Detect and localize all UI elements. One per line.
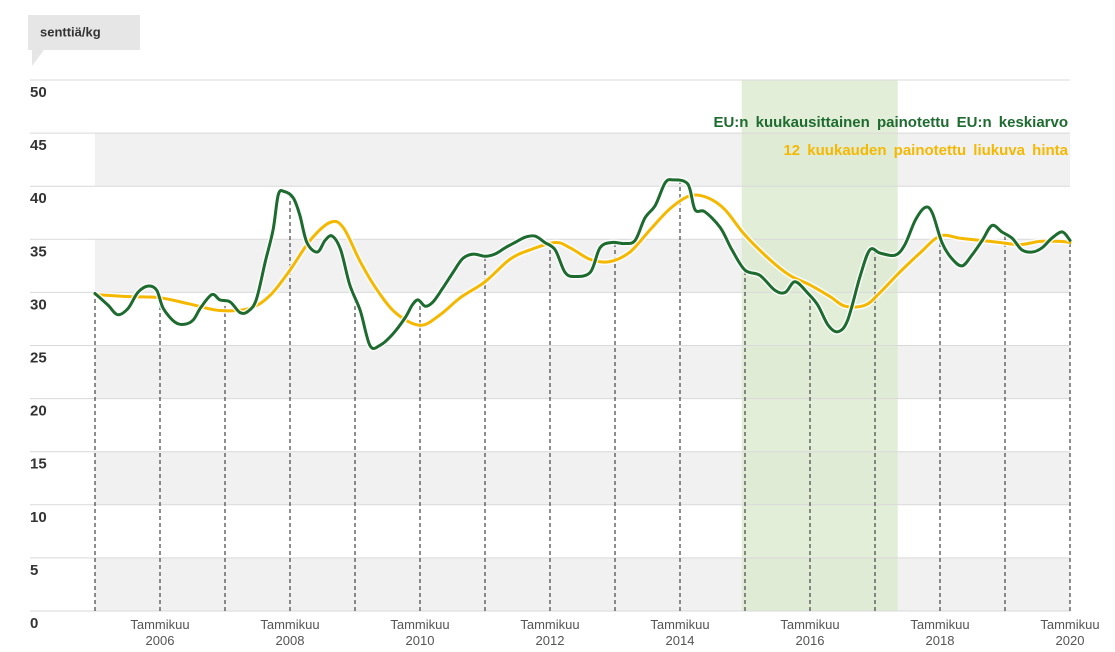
band	[95, 133, 1070, 187]
x-tick-label: Tammikuu 2012	[520, 617, 580, 648]
y-tick-label: 10	[30, 509, 47, 526]
y-tick-label: 25	[30, 349, 47, 366]
y-tick-label: 20	[30, 403, 47, 420]
y-tick-label: 15	[30, 456, 47, 473]
y-tick-label: 35	[30, 243, 47, 260]
band	[95, 557, 1070, 611]
x-tick-label: Tammikuu 2016	[780, 617, 840, 648]
legend-entry: 12 kuukauden painotettu liukuva hinta	[783, 142, 1068, 159]
x-tick-label: Tammikuu 2020	[1040, 617, 1100, 648]
y-tick-label: 0	[30, 615, 38, 632]
x-tick-label: Tammikuu 2010	[390, 617, 450, 648]
legend-entry: EU:n kuukausittainen painotettu EU:n kes…	[713, 114, 1068, 131]
x-tick-label: Tammikuu 2006	[130, 617, 190, 648]
y-tick-label: 30	[30, 296, 47, 313]
y-axis-label: senttiä/kg	[40, 24, 101, 39]
y-tick-label: 45	[30, 137, 47, 154]
y-tick-label: 5	[30, 562, 38, 579]
x-tick-label: Tammikuu 2018	[910, 617, 970, 648]
x-tick-label: Tammikuu 2014	[650, 617, 710, 648]
band	[95, 451, 1070, 505]
x-tick-label: Tammikuu 2008	[260, 617, 320, 648]
unit-box	[28, 15, 140, 66]
y-tick-label: 50	[30, 84, 47, 101]
bands	[95, 133, 1070, 611]
y-tick-label: 40	[30, 190, 47, 207]
series-line	[93, 178, 1072, 351]
band	[95, 345, 1070, 399]
